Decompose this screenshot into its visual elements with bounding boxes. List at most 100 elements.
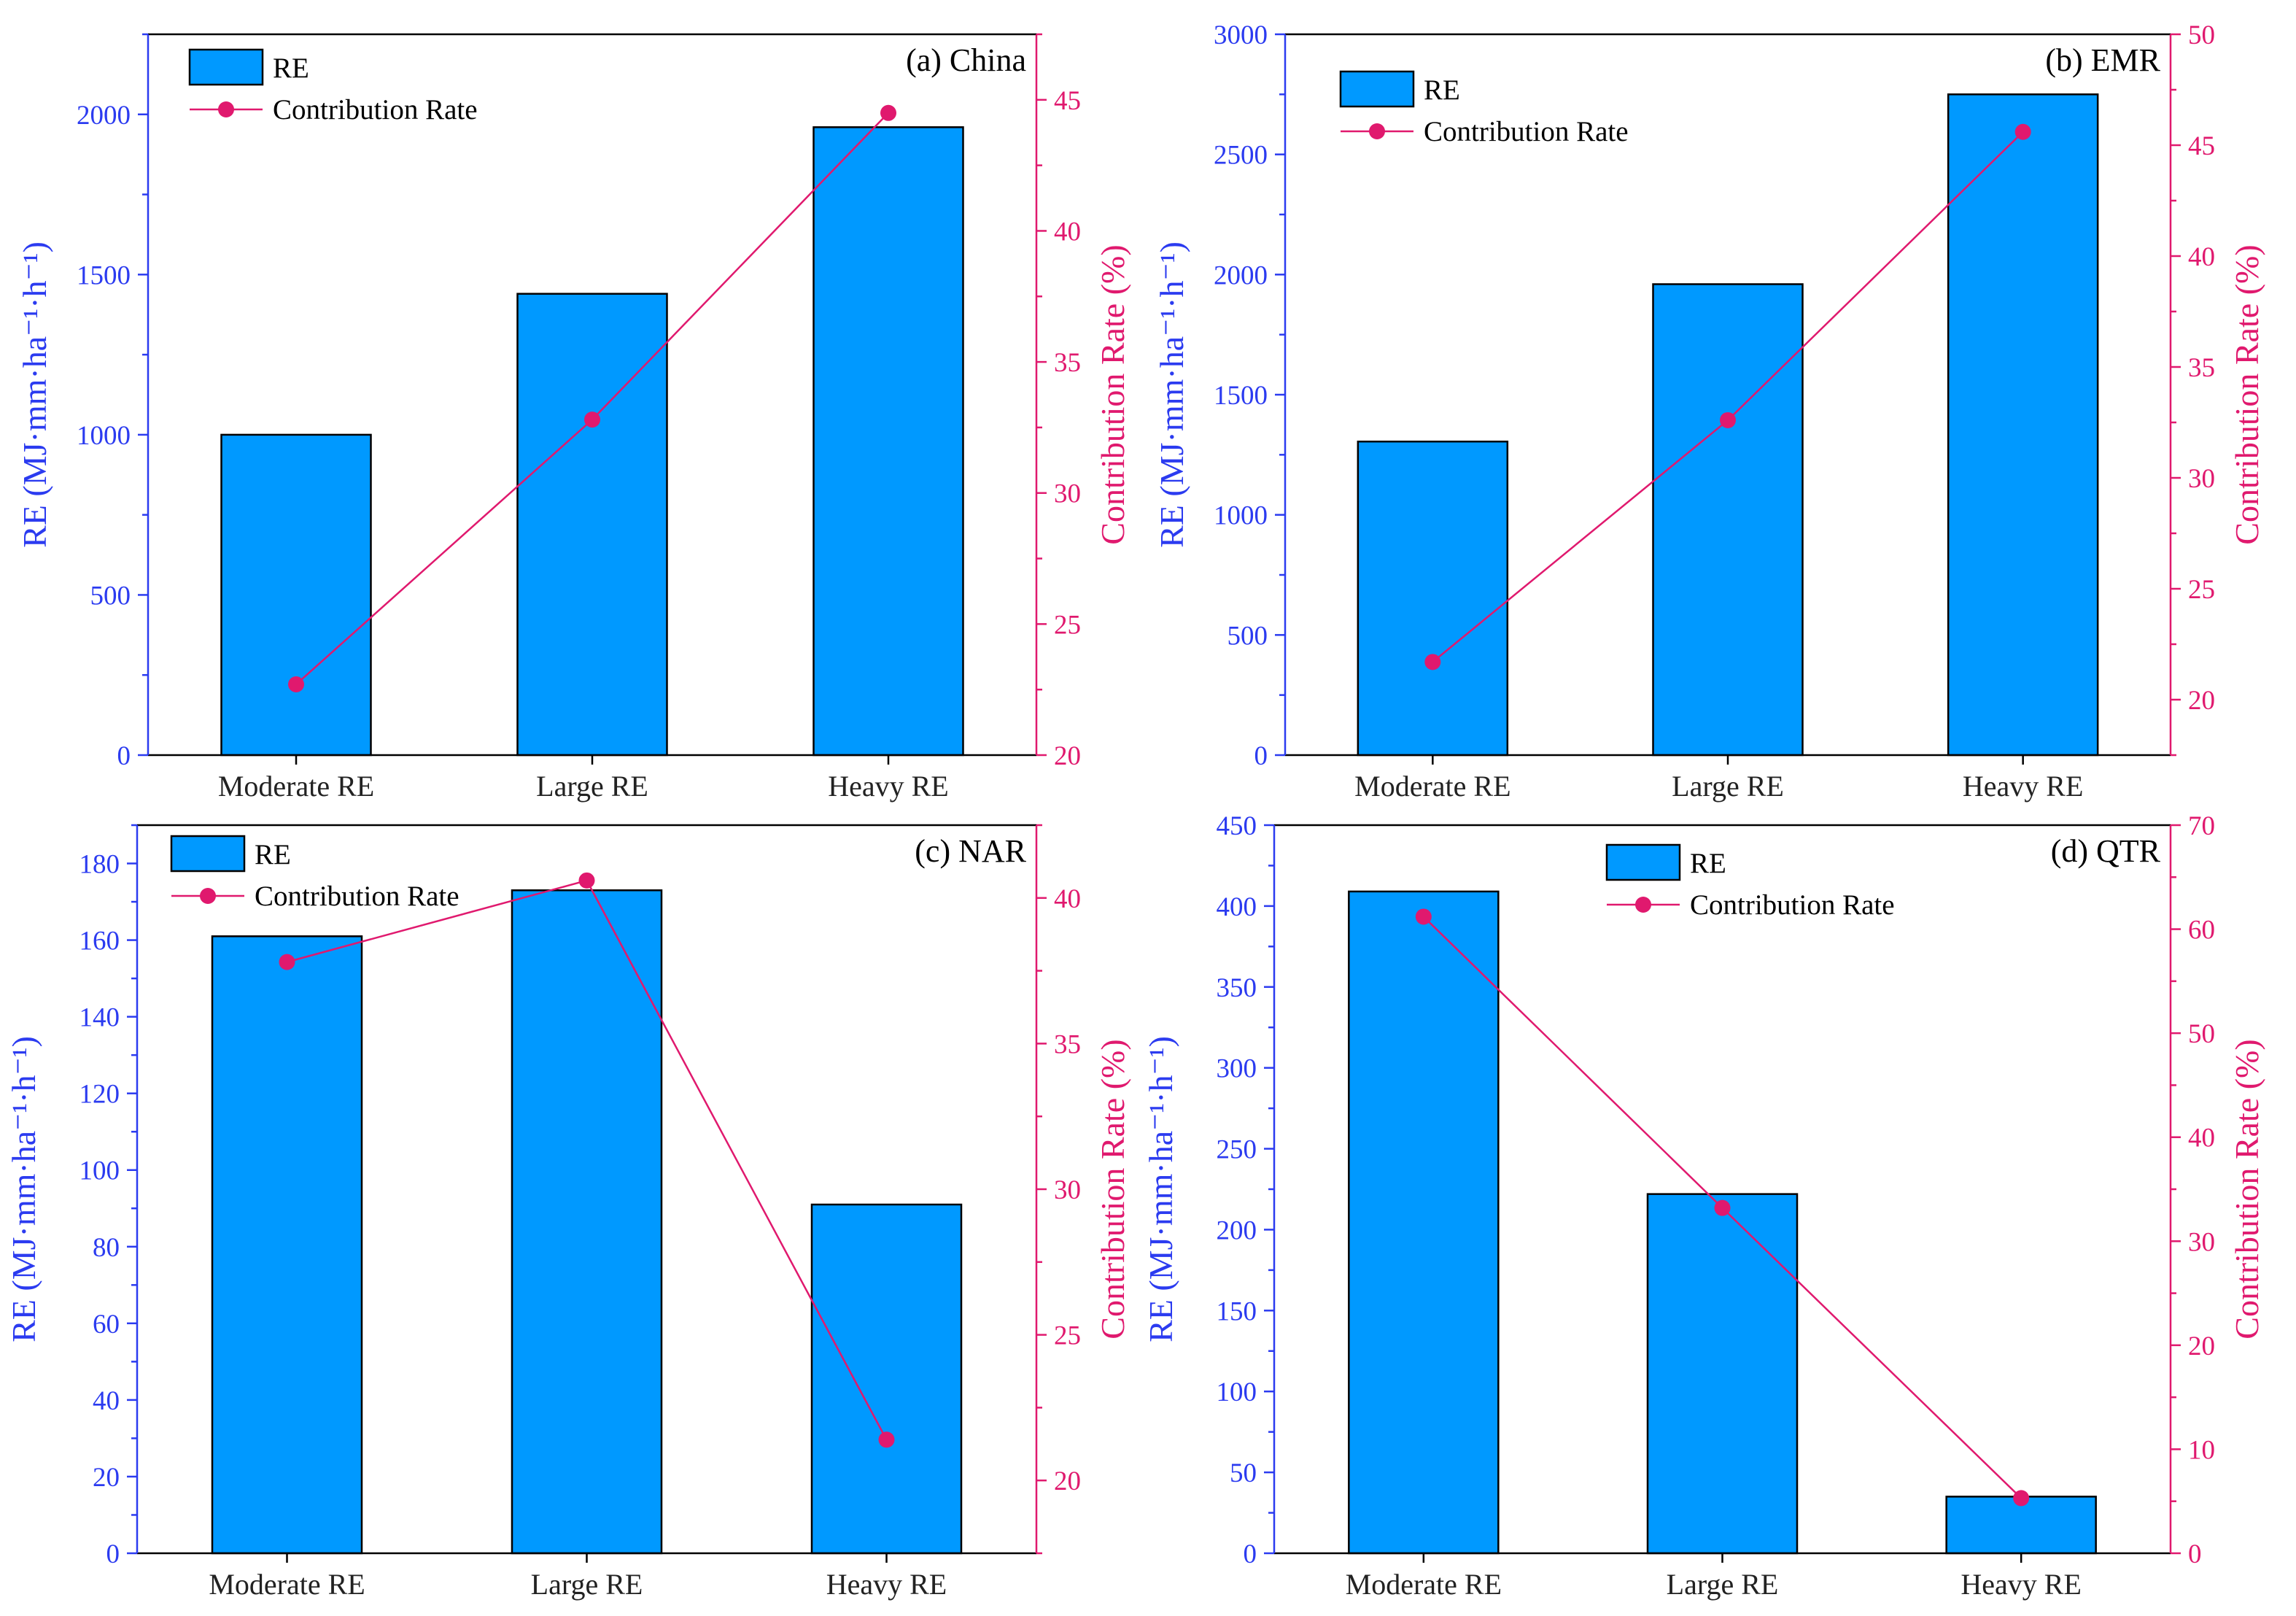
legend-label-contribution-rate: Contribution Rate xyxy=(255,881,459,912)
xtick-label: Moderate RE xyxy=(209,1568,365,1601)
xtick-label: Moderate RE xyxy=(218,770,374,803)
right-ytick-label: 35 xyxy=(2188,353,2215,383)
left-ytick-label: 500 xyxy=(90,581,131,611)
left-ytick-label: 450 xyxy=(1217,811,1257,841)
panel-title: (a) China xyxy=(906,42,1026,78)
right-ytick-label: 30 xyxy=(2188,1227,2215,1257)
contribution-rate-point-3 xyxy=(878,1431,895,1448)
contribution-rate-point-3 xyxy=(880,104,896,121)
y-axis-title-right: Contribution Rate (%) xyxy=(2228,244,2265,544)
right-ytick-label: 40 xyxy=(1054,884,1081,914)
xtick-label: Moderate RE xyxy=(1346,1568,1502,1601)
left-ytick-label: 350 xyxy=(1217,973,1257,1003)
chart-panel-1: 0 500 1000 1500 2000 20 25 30 35 40 45 Moderate RE L… xyxy=(16,33,1131,803)
panel-title: (d) QTR xyxy=(2051,833,2161,869)
right-ytick-label: 70 xyxy=(2188,811,2215,841)
legend-swatch-marker xyxy=(1635,897,1651,913)
left-ytick-label: 3000 xyxy=(1214,20,1268,50)
legend: RE Contribution Rate xyxy=(1605,843,1895,921)
legend-label-re: RE xyxy=(273,53,309,84)
right-ytick-label: 25 xyxy=(1054,1321,1081,1351)
right-ytick-label: 45 xyxy=(1054,86,1081,116)
right-ytick-label: 50 xyxy=(2188,1019,2215,1049)
contribution-rate-point-2 xyxy=(578,872,595,889)
legend-swatch-re xyxy=(170,835,246,873)
bar-2 xyxy=(1652,283,1804,757)
contribution-rate-point-3 xyxy=(2014,123,2031,140)
panel-title: (c) NAR xyxy=(915,833,1026,869)
legend: RE Contribution Rate xyxy=(170,835,459,912)
left-ytick-label: 500 xyxy=(1227,621,1268,651)
legend-swatch-marker xyxy=(1369,123,1385,139)
left-ytick-label: 0 xyxy=(1254,741,1268,771)
left-ytick-label: 100 xyxy=(1217,1377,1257,1407)
left-ytick-label: 150 xyxy=(1217,1296,1257,1326)
left-ytick-label: 80 xyxy=(93,1233,120,1263)
chart-panel-3: 0 20 40 60 80 100 120 140 160 180 20 25 30 35 40 Modera… xyxy=(5,824,1131,1601)
right-ytick-label: 30 xyxy=(2188,464,2215,494)
legend: RE Contribution Rate xyxy=(1339,70,1629,147)
contribution-rate-point-1 xyxy=(1415,908,1432,925)
xtick-label: Heavy RE xyxy=(828,770,949,803)
xtick-label: Large RE xyxy=(1672,770,1784,803)
chart-panel-2: 0 500 1000 1500 2000 2500 3000 20 25 30 35 40 45 50 Mo… xyxy=(1153,20,2265,803)
legend-label-re: RE xyxy=(255,839,291,870)
right-ytick-label: 35 xyxy=(1054,1029,1081,1059)
legend-swatch-re xyxy=(1605,843,1681,881)
left-ytick-label: 0 xyxy=(117,741,131,771)
left-ytick-label: 2000 xyxy=(77,101,131,131)
bar-2 xyxy=(511,889,663,1555)
right-ytick-label: 40 xyxy=(1054,217,1081,247)
xtick-label: Moderate RE xyxy=(1354,770,1510,803)
contribution-rate-point-3 xyxy=(2013,1490,2030,1507)
left-ytick-label: 0 xyxy=(1244,1539,1257,1569)
bar-3 xyxy=(810,1203,963,1555)
left-ytick-label: 1500 xyxy=(77,260,131,290)
right-ytick-label: 45 xyxy=(2188,131,2215,161)
left-ytick-label: 60 xyxy=(93,1310,120,1339)
right-ytick-label: 0 xyxy=(2188,1539,2202,1569)
right-ytick-label: 20 xyxy=(1054,1466,1081,1496)
right-ytick-label: 40 xyxy=(2188,1124,2215,1153)
left-ytick-label: 300 xyxy=(1217,1054,1257,1084)
bar-2 xyxy=(1646,1193,1799,1555)
contribution-rate-point-1 xyxy=(279,954,295,970)
y-axis-title-left: RE (MJ·mm·ha⁻¹·h⁻¹) xyxy=(16,241,53,548)
contribution-rate-point-1 xyxy=(288,676,304,692)
contribution-rate-point-2 xyxy=(584,411,600,428)
chart-panel-4: 0 50 100 150 200 250 300 350 400 450 0 10 20 30 40 50 60… xyxy=(1142,811,2265,1601)
xtick-label: Large RE xyxy=(1667,1568,1779,1601)
xtick-label: Large RE xyxy=(531,1568,643,1601)
left-ytick-label: 180 xyxy=(79,850,120,880)
legend-swatch-re xyxy=(1339,70,1415,108)
legend-swatch-marker xyxy=(200,888,216,904)
left-ytick-label: 1000 xyxy=(77,421,131,451)
right-ytick-label: 60 xyxy=(2188,916,2215,946)
panel-title: (b) EMR xyxy=(2045,42,2160,78)
right-ytick-label: 10 xyxy=(2188,1435,2215,1465)
bar-3 xyxy=(812,126,964,757)
left-ytick-label: 50 xyxy=(1230,1458,1257,1488)
right-ytick-label: 20 xyxy=(2188,686,2215,716)
legend-label-contribution-rate: Contribution Rate xyxy=(1424,116,1629,147)
contribution-rate-point-1 xyxy=(1424,654,1441,670)
legend-swatch-re xyxy=(188,48,264,86)
y-axis-title-left: RE (MJ·mm·ha⁻¹·h⁻¹) xyxy=(1153,241,1190,548)
legend-label-re: RE xyxy=(1690,848,1726,879)
left-ytick-label: 2000 xyxy=(1214,260,1268,290)
xtick-label: Heavy RE xyxy=(826,1568,947,1601)
bar-1 xyxy=(220,433,372,757)
left-ytick-label: 2500 xyxy=(1214,141,1268,171)
right-ytick-label: 25 xyxy=(1054,610,1081,640)
right-ytick-label: 40 xyxy=(2188,242,2215,272)
legend-label-contribution-rate: Contribution Rate xyxy=(1690,889,1895,921)
legend: RE Contribution Rate xyxy=(188,48,478,125)
left-ytick-label: 100 xyxy=(79,1156,120,1186)
contribution-rate-point-2 xyxy=(1720,411,1736,428)
y-axis-title-right: Contribution Rate (%) xyxy=(1094,244,1131,544)
bar-1 xyxy=(1348,890,1500,1555)
left-ytick-label: 400 xyxy=(1217,892,1257,922)
bar-1 xyxy=(211,935,363,1555)
left-ytick-label: 200 xyxy=(1217,1215,1257,1245)
